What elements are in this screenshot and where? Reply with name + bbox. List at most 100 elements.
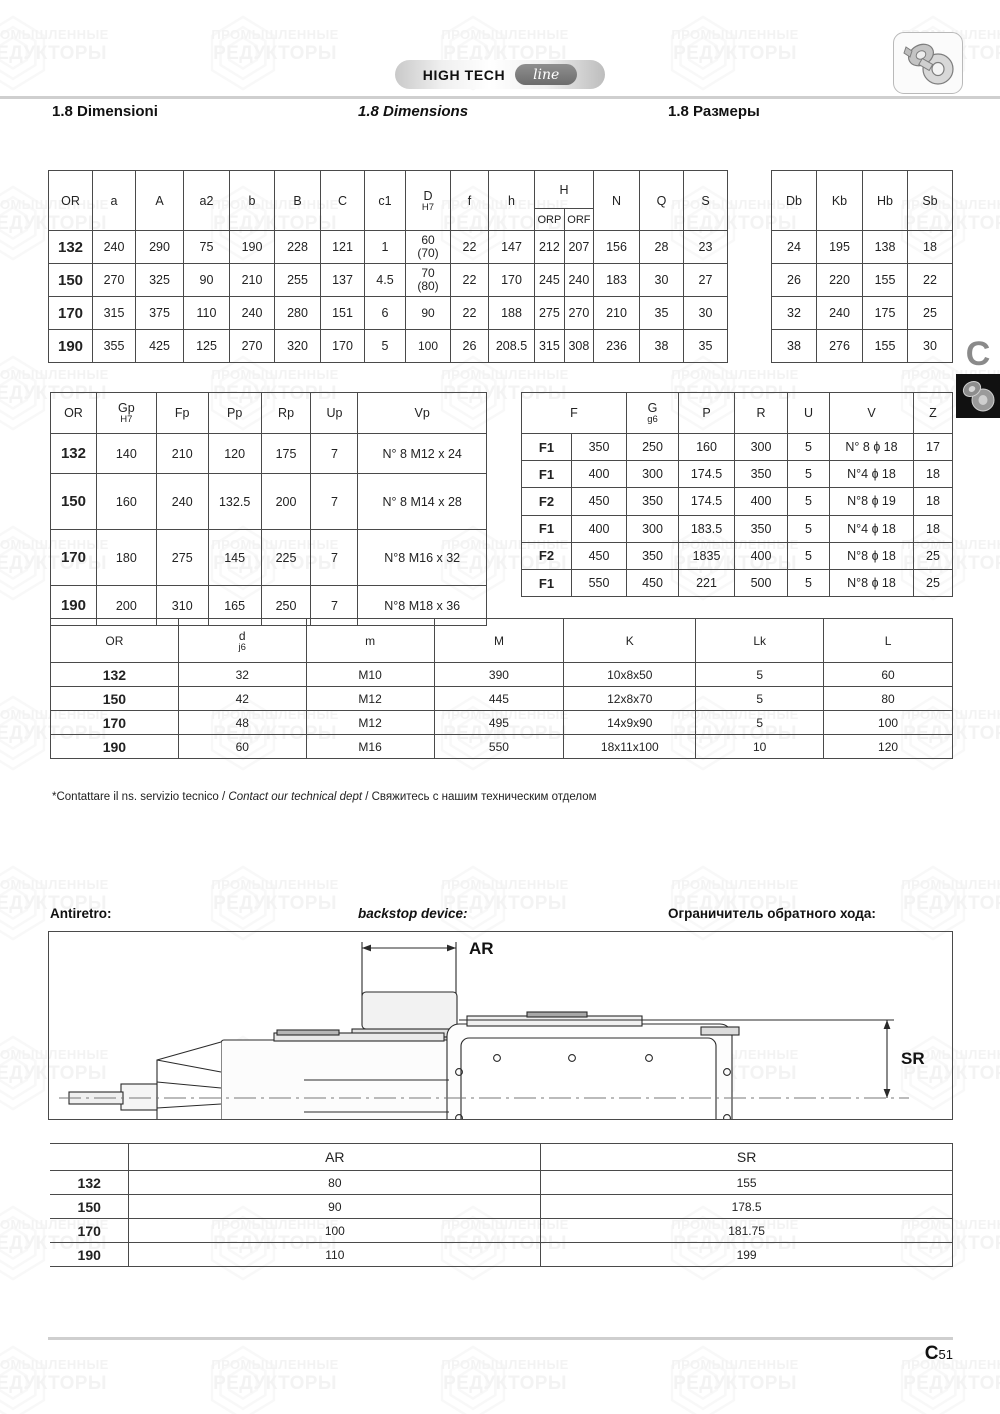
dimensions-table-main: OR a A a2 b B C c1 D H7 f h H N Q S Db — [48, 170, 953, 363]
table-row: 132 140 210 120 175 7 N° 8 M12 x 24 — [50, 433, 487, 474]
backstop-dimensions-table: AR SR 132 80 155 150 90 178.5 170 100 181.75 190 1… — [50, 1143, 953, 1267]
cell-V: N°4 ɸ 18 — [829, 514, 914, 543]
cell-or: 150 — [50, 473, 97, 530]
bevel-gear-icon — [893, 32, 963, 94]
cell-Lk: 5 — [695, 686, 825, 711]
cell-or: 170 — [50, 710, 179, 735]
cell-or: 190 — [50, 1242, 130, 1267]
cell-SR: 181.75 — [540, 1218, 953, 1243]
cell-P: 183.5 — [678, 514, 735, 543]
cell-AR: 100 — [128, 1218, 542, 1243]
page-number-value: 51 — [938, 1347, 953, 1362]
col-N: N — [593, 170, 640, 231]
table-row: 132 32 M10 390 10x8x50 5 60 — [50, 662, 953, 687]
col-or: OR — [50, 618, 179, 663]
cell-Pp: 132.5 — [207, 473, 262, 530]
cell-R: 500 — [734, 568, 788, 598]
cell-R: 400 — [734, 541, 788, 570]
cell-d: 60 — [177, 734, 307, 759]
cell-F-type: F1 — [521, 460, 572, 489]
col-or: OR — [48, 170, 93, 231]
cell-Kb: 220 — [816, 263, 863, 297]
cell-Z: 18 — [913, 460, 953, 489]
cell-Up: 7 — [310, 529, 359, 586]
footnote-it: *Contattare il ns. servizio tecnico / — [52, 791, 229, 803]
cell-a2: 90 — [183, 263, 230, 297]
cell-Vp: N°8 M16 x 32 — [357, 529, 487, 586]
cell-G: 450 — [626, 568, 679, 598]
cell-AR: 110 — [128, 1242, 542, 1267]
table-row: F2 450 350 1835 400 5 N°8 ɸ 18 25 — [521, 541, 953, 570]
cell-fv: 350 — [571, 432, 627, 462]
col-or — [50, 1143, 130, 1171]
col-G: G g6 — [626, 392, 679, 434]
col-d: d j6 — [177, 618, 307, 663]
cell-Pp: 120 — [207, 433, 262, 474]
cell-Sb: 25 — [907, 296, 953, 330]
cell-P: 160 — [678, 432, 735, 462]
cell-Hb: 175 — [862, 296, 908, 330]
cell-F-type: F1 — [521, 514, 572, 543]
footnote: *Contattare il ns. servizio tecnico / Co… — [52, 791, 597, 803]
col-AR: AR — [128, 1143, 542, 1171]
cell-Fp: 210 — [155, 433, 209, 474]
cell-a2: 110 — [183, 296, 230, 330]
cell-B: 280 — [274, 296, 321, 330]
cell-Gp: 160 — [95, 473, 157, 530]
cell-a: 270 — [92, 263, 136, 297]
cell-a: 315 — [92, 296, 136, 330]
cell-V: N°4 ɸ 18 — [829, 460, 914, 489]
cell-or: 132 — [48, 230, 93, 264]
cell-U: 5 — [787, 460, 830, 489]
cell-P: 174.5 — [678, 460, 735, 489]
dimensions-table-shaft: OR d j6 m M K Lk L 132 32 M10 390 10x8x50 5 60… — [50, 618, 953, 759]
cell-M: 445 — [433, 686, 565, 711]
cell-N: 156 — [593, 230, 640, 264]
cell-R: 400 — [734, 487, 788, 516]
footnote-en: Contact our technical dept — [228, 791, 363, 803]
cell-spacer — [727, 296, 772, 330]
cell-S: 23 — [683, 230, 728, 264]
cell-Lk: 5 — [695, 710, 825, 735]
section-title-en: 1.8 Dimensions — [358, 103, 469, 120]
cell-m: M10 — [305, 662, 435, 687]
cell-D: 70 (80) — [405, 263, 451, 297]
table-header-row: F G g6 P R U V Z — [521, 392, 953, 434]
footer-divider — [48, 1337, 953, 1340]
cell-G: 350 — [626, 487, 679, 516]
section-title-ru: 1.8 Размеры — [668, 103, 760, 120]
table-row: 170 315 375 110 240 280 151 6 90 22 188 275 270 210 35… — [48, 296, 953, 330]
cell-spacer — [727, 230, 772, 264]
cell-G: 300 — [626, 514, 679, 543]
col-a: a — [92, 170, 136, 231]
cell-Up: 7 — [310, 473, 359, 530]
backstop-label-en: backstop device: — [358, 906, 468, 921]
cell-U: 5 — [787, 432, 830, 462]
cell-h: 188 — [488, 296, 535, 330]
cell-m: M12 — [305, 686, 435, 711]
cell-D: 60 (70) — [405, 230, 451, 264]
brand-line-badge: line — [515, 64, 578, 85]
cell-fv: 450 — [571, 487, 627, 516]
dimensions-table-flange-f: F G g6 P R U V Z F1 350 250 160 300 5 N° 8 ɸ 1… — [521, 392, 953, 598]
cell-N: 210 — [593, 296, 640, 330]
cell-f: 22 — [450, 263, 489, 297]
cell-d: 48 — [177, 710, 307, 735]
cell-Sb: 18 — [907, 230, 953, 264]
cell-orf: 207 — [563, 230, 595, 264]
cell-m: M16 — [305, 734, 435, 759]
cell-a2: 125 — [183, 329, 230, 363]
col-H-orp: ORP — [534, 208, 565, 231]
cell-or: 190 — [50, 734, 179, 759]
cell-f: 26 — [450, 329, 489, 363]
cell-Rp: 175 — [260, 433, 312, 474]
cell-F-type: F2 — [521, 541, 572, 570]
cell-Fp: 240 — [155, 473, 209, 530]
col-Db: Db — [771, 170, 817, 231]
cell-orp: 212 — [534, 230, 565, 264]
col-Vp: Vp — [357, 392, 487, 434]
cell-B: 320 — [274, 329, 321, 363]
cell-Kb: 195 — [816, 230, 863, 264]
cell-Hb: 138 — [862, 230, 908, 264]
col-Lk: Lk — [695, 618, 825, 663]
